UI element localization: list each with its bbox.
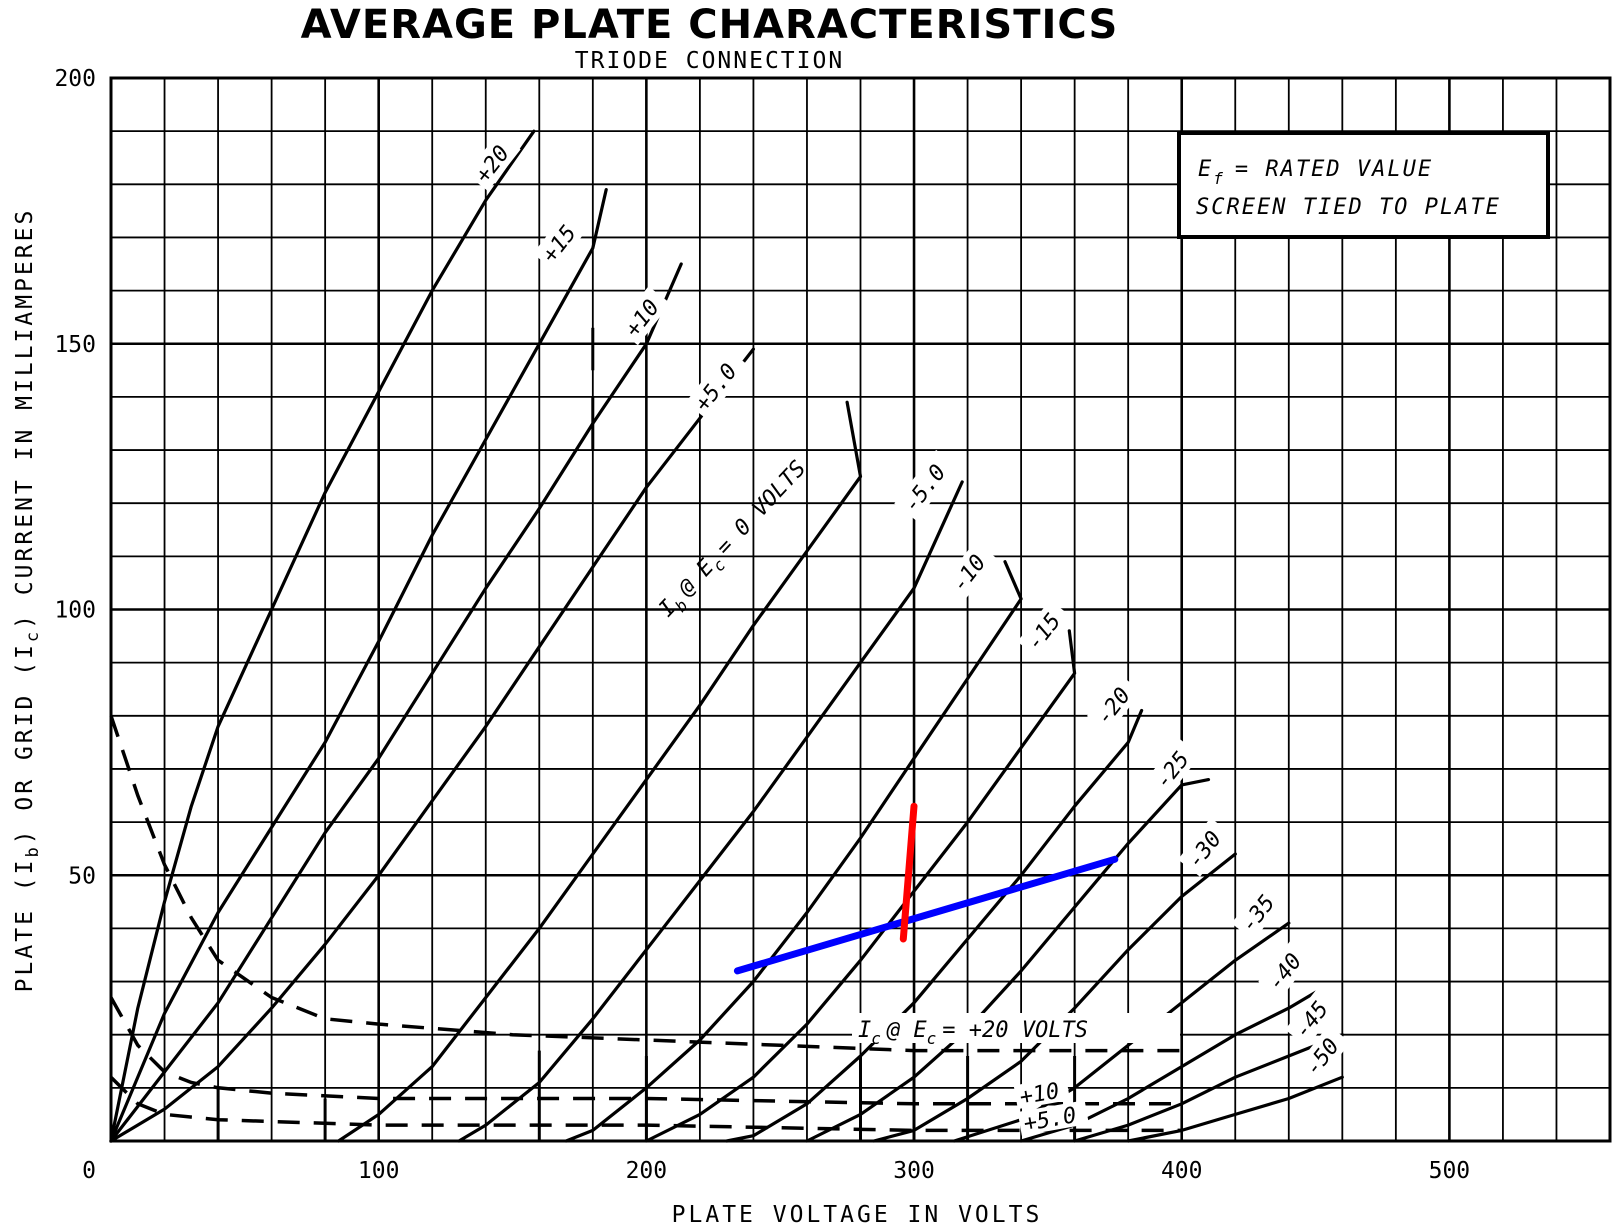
y-tick-label: 50 xyxy=(68,863,96,889)
plate-curve xyxy=(109,262,683,1143)
plate-curve xyxy=(1073,1033,1344,1143)
note-line-1: Ef = RATED VALUE xyxy=(1198,157,1433,188)
chart-subtitle: TRIODE CONNECTION xyxy=(574,48,845,74)
note-box: Ef = RATED VALUE SCREEN TIED TO PLATE xyxy=(1177,131,1550,239)
grid-current-curves xyxy=(109,715,1182,1133)
x-tick-label: 0 xyxy=(82,1158,96,1184)
plate-curve xyxy=(109,347,755,1143)
plate-curve-label: +15 xyxy=(532,211,588,271)
plate-curve xyxy=(725,708,1144,1143)
plate-curve-label: -30 xyxy=(1177,817,1233,877)
y-tick-label: 100 xyxy=(54,598,96,624)
note-line-2: SCREEN TIED TO PLATE xyxy=(1196,195,1501,220)
grid-current-curve xyxy=(109,1075,1182,1133)
chart-title: AVERAGE PLATE CHARACTERISTICS xyxy=(300,2,1119,48)
plate-curve xyxy=(564,560,1023,1143)
grid-current-curve xyxy=(109,996,1182,1106)
y-tick-label: 150 xyxy=(54,332,96,358)
x-tick-label: 400 xyxy=(1161,1158,1203,1184)
plate-curve-label: -25 xyxy=(1145,738,1201,798)
x-axis-label: PLATE VOLTAGE IN VOLTS xyxy=(672,1202,1043,1228)
plate-curve-label: +5.0 xyxy=(685,348,750,420)
plate-curve xyxy=(109,188,608,1143)
x-tick-label: 200 xyxy=(626,1158,668,1184)
plate-curve-label: -40 xyxy=(1258,940,1313,1000)
plate-curve xyxy=(336,400,863,1143)
x-tick-label: 100 xyxy=(358,1158,400,1184)
plate-curve-label: -35 xyxy=(1231,881,1287,941)
plate-curve xyxy=(1126,1075,1344,1143)
plate-curve xyxy=(457,480,964,1143)
curve-labels: +20+15+10+5.0-5.0-10-15-20-25-30-35-40-4… xyxy=(465,132,1351,1137)
y-tick-label: 200 xyxy=(54,66,96,92)
tick-labels: 0 100 200 300 400 500 50 100 150 200 xyxy=(54,66,1470,1184)
plate-curve xyxy=(109,129,536,1143)
grid-current-curve xyxy=(109,715,1182,1053)
plate-curve-label: -10 xyxy=(942,541,998,601)
overlay-lines xyxy=(733,802,1119,975)
x-tick-label: 500 xyxy=(1429,1158,1471,1184)
red-line xyxy=(899,802,918,943)
blue-load-line xyxy=(733,855,1119,975)
plate-curves xyxy=(109,129,1344,1143)
y-axis-label: PLATE (Ib) OR GRID (Ic) CURRENT IN MILLI… xyxy=(12,208,43,993)
grid-lines xyxy=(109,76,1612,1143)
plate-curve-family-label: Ib@ Ec= 0 VOLTS xyxy=(654,456,815,625)
grid-curve-family-label: Ic @ Ec = +20 VOLTS xyxy=(858,1018,1088,1048)
plate-curve-label: -20 xyxy=(1086,674,1142,734)
plate-curve-label: +10 xyxy=(615,286,671,346)
x-tick-label: 300 xyxy=(893,1158,935,1184)
